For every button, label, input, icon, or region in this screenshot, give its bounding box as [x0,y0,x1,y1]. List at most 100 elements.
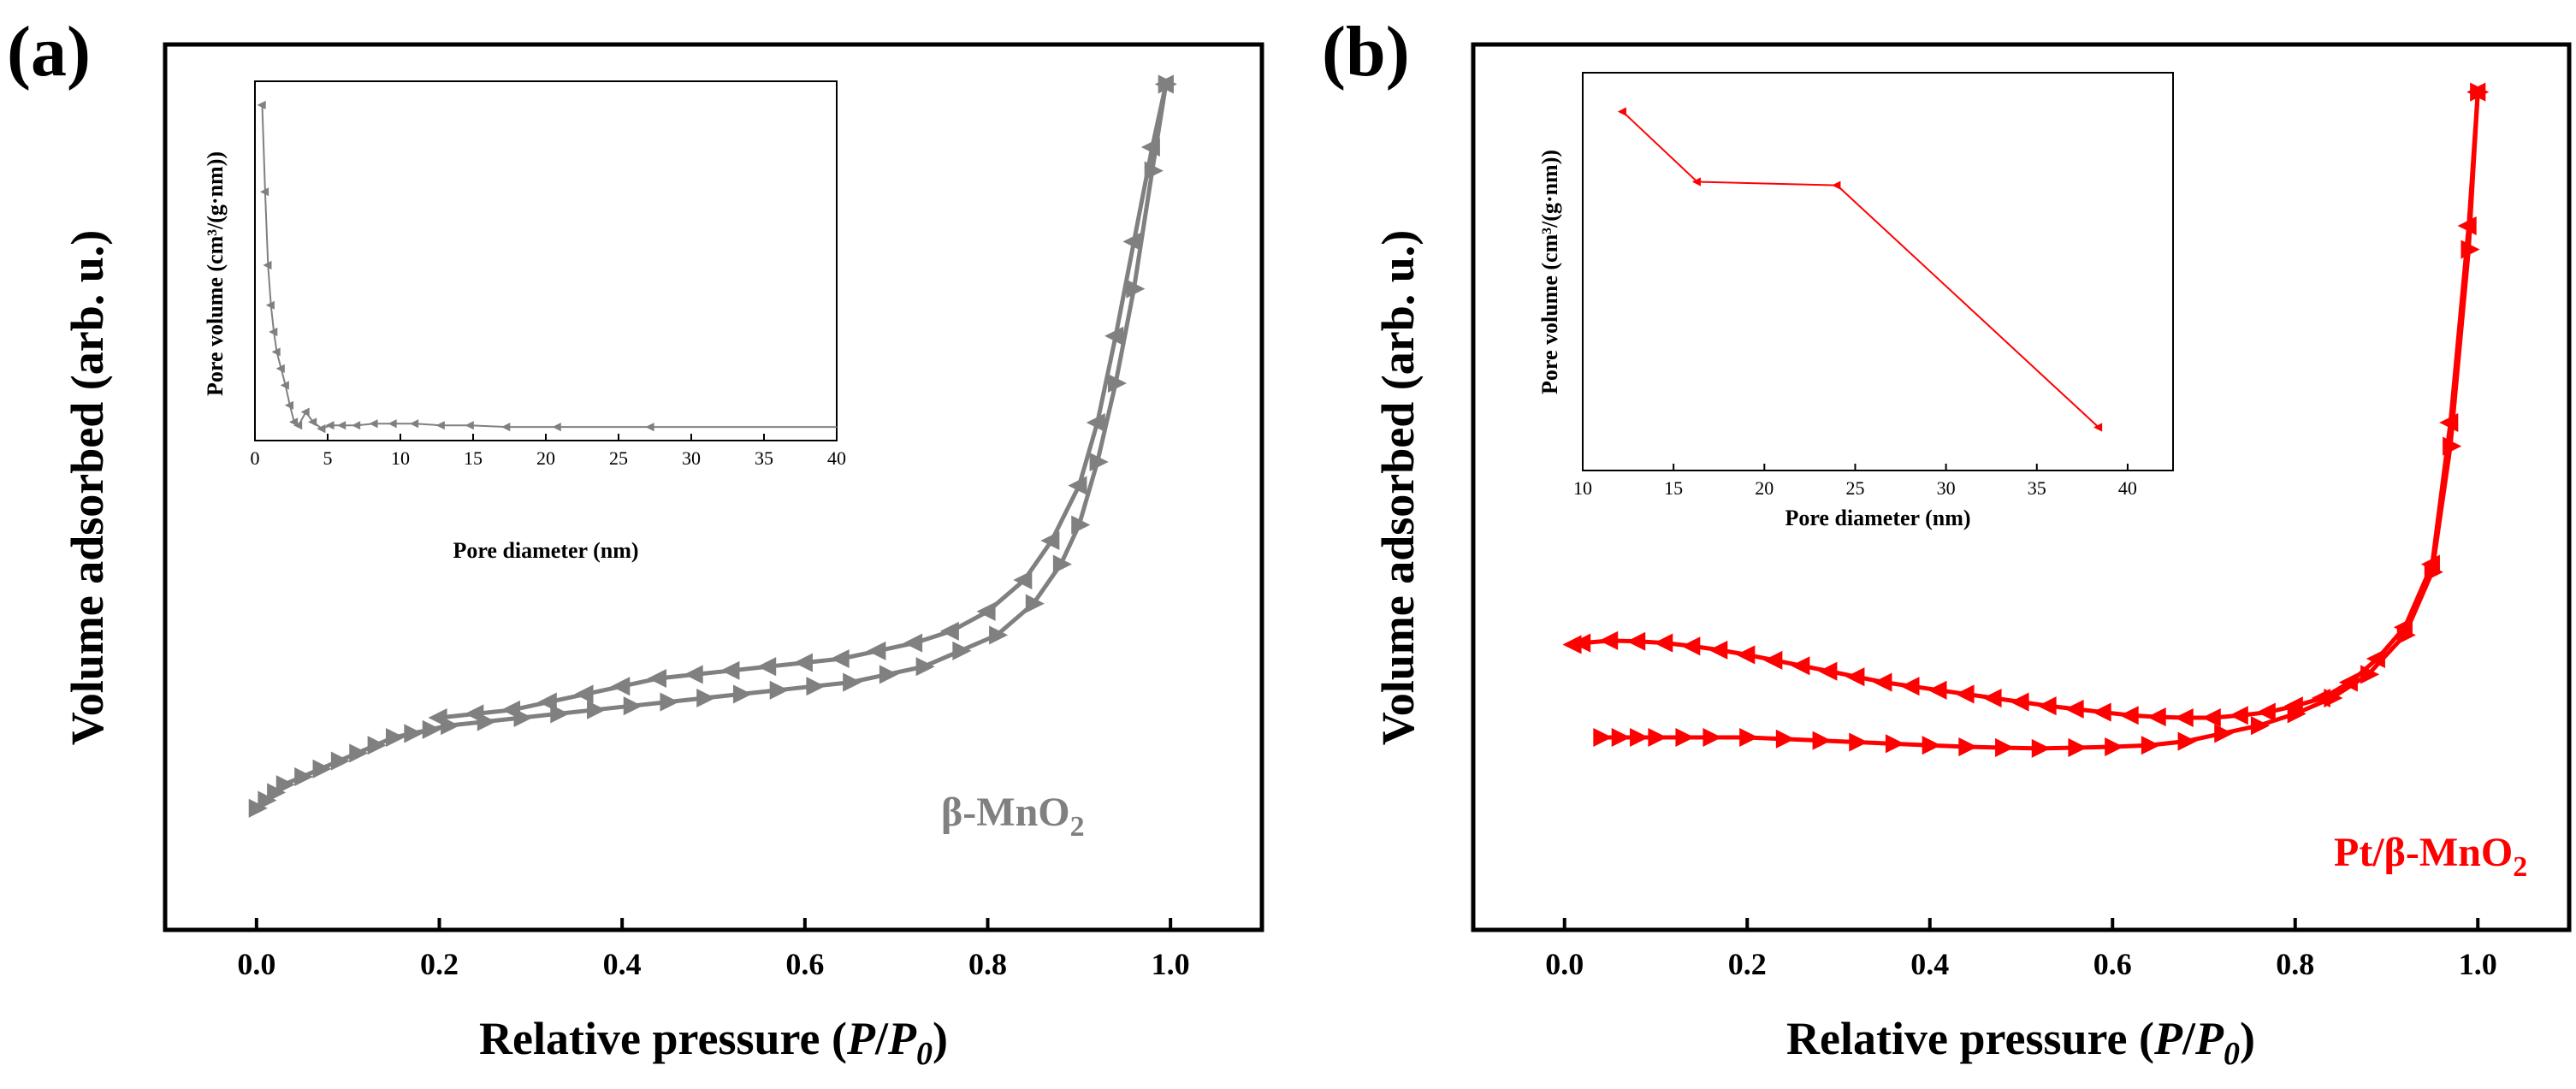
panel-b-x-tick-label: 0.4 [1910,947,1949,981]
panel-a-desorption-point [500,700,521,719]
panel-a-x-tick-label: 0.4 [603,947,642,981]
panel-b-adsorption-point [1611,727,1631,748]
panel-b-desorption-point [2064,699,2084,719]
panel-b-desorption-point [2366,648,2385,669]
panel-a-frame [163,42,1264,932]
panel-b-inset-point [1617,107,1626,116]
panel-a-inset-point [280,381,289,390]
panel-b-desorption-point [2092,702,2111,722]
panel-b-adsorption-point [1885,734,1905,754]
panel-b-desorption-point [1845,667,1865,687]
panel-a-inset-point [275,364,285,373]
panel-b-x-ticks: 0.0 0.2 0.4 0.6 0.8 1.0 [1545,918,2497,981]
panel-a-adsorption-point [623,696,643,716]
panel-a-adsorption-point [312,759,332,778]
panel-a-desorption-point [537,692,557,712]
panel-a-adsorption-point [879,665,898,684]
panel-b-desorption-point [2338,672,2358,692]
panel-a-adsorption-point [806,677,826,696]
panel-a-inset-point [308,417,317,427]
panel-b-adsorption-point [1648,727,1667,748]
panel-b-inset-x-tick-label: 35 [2028,477,2046,499]
panel-b-x-tick-label: 0.6 [2093,947,2132,981]
panel-b-desorption-point [2311,688,2330,708]
panel-a-adsorption-point [1052,554,1072,574]
panel-a-inset-point [337,421,346,430]
panel-a-y-axis-label: Volume adsorbed (arb. u.) [62,230,113,746]
panel-a-x-tick-label: 1.0 [1152,947,1190,981]
panel-b-inset-line [1622,110,2099,429]
panel-a-inset-x-tick-label: 20 [536,447,555,469]
panel-b-desorption-point [2201,707,2221,728]
panel-b-desorption-point [2283,696,2303,716]
panel-a-inset-point [317,424,326,434]
panel-a-x-tick-label: 0.0 [237,947,275,981]
panel-a-inset: 0 5 10 15 20 25 30 35 40 Pore diameter (nm) Pore… [203,80,846,563]
panel-a-inset-x-tick-label: 5 [323,447,333,469]
panel-b-desorption-point [2256,702,2276,722]
panel-b-desorption-point [1900,677,1920,696]
panel-a-adsorption-point [915,657,935,677]
panel-b-desorption-point [2037,696,2057,716]
panel-a-inset-x-tick-label: 40 [827,447,846,469]
panel-b-desorption-point [1736,645,1756,665]
panel-a-adsorption-point [1089,452,1109,472]
panel-b-x-tick-label: 0.0 [1545,947,1584,981]
panel-a-adsorption-point [330,751,350,771]
panel-a-desorption-point [757,657,777,677]
panel-a-inset-point [288,417,299,427]
panel-b-desorption-point [1562,635,1582,654]
panel-b-inset-x-label: Pore diameter (nm) [1785,506,1970,530]
panel-b-desorption-point [2229,706,2248,725]
panel-b-desorption-point [1873,672,1892,692]
panel-b-desorption-point [1763,650,1783,670]
panel-a-adsorption-point [1126,279,1146,299]
panel-a-adsorption-point [349,743,369,763]
panel-b-adsorption-point [2141,736,2160,755]
panel-a-desorption-point [867,641,886,660]
panel-a-adsorption-point [843,672,862,692]
panel-a-adsorption-point [404,724,423,743]
panel-b-inset-point [2093,423,2103,432]
panel-b-desorption-point [1791,656,1810,676]
panel-b-x-tick-label: 0.8 [2276,947,2314,981]
panel-b-adsorption-point [1630,727,1649,748]
panel-a-desorption-point [793,653,813,672]
panel-b-adsorption-point [1739,727,1759,748]
panel-a-x-tick-label: 0.6 [785,947,824,981]
panel-a-desorption-point [720,660,740,680]
panel-a-desorption-point [574,684,594,704]
panel-b-adsorption-point [2250,716,2271,736]
panel-a-inset-point [271,347,281,357]
panel-a-inset-point [269,327,278,337]
panel-b-x-tick-label: 1.0 [2459,947,2497,981]
panel-b-adsorption-point [1593,727,1613,748]
panel-b-letter: (b) [1322,12,1410,92]
panel-a-desorption-point [976,601,996,621]
panel-a-inset-x-tick-label: 35 [755,447,773,469]
panel-a-inset-point [284,400,293,410]
panel-b-inset-x-tick-label: 40 [2118,477,2137,499]
panel-a-series [248,74,1177,818]
panel-a-letter: (a) [7,12,91,92]
panel-b-inset-point [1691,177,1701,186]
panel-a-adsorption-point [1107,373,1128,394]
panel-b-inset-y-label: Pore volume (cm³/(g·nm)) [1537,150,1562,394]
panel-b-series [1562,82,2490,758]
panel-b-adsorption-point [1812,731,1832,750]
panel-a-adsorption-point [1025,594,1045,613]
panel-b-x-tick-label: 0.2 [1728,947,1767,981]
panel-b-desorption-point [1626,631,1646,651]
panel-b-inset-x-tick-label: 25 [1845,477,1864,499]
panel-a-x-tick-label: 0.2 [420,947,459,981]
panel-a-adsorption-point [660,692,679,712]
panel-a-inset-frame [254,80,838,441]
panel-a-inset-point [263,260,272,270]
panel-a-desorption-point [465,704,484,724]
panel-b-adsorption-point [2214,724,2234,743]
panel-b-desorption-point [2147,707,2166,727]
panel-a-desorption-point [1086,412,1105,433]
panel-b-adsorption-point [1703,727,1722,748]
panel-a-desorption-point [903,633,923,653]
panel-a-desorption-point [1122,232,1142,252]
